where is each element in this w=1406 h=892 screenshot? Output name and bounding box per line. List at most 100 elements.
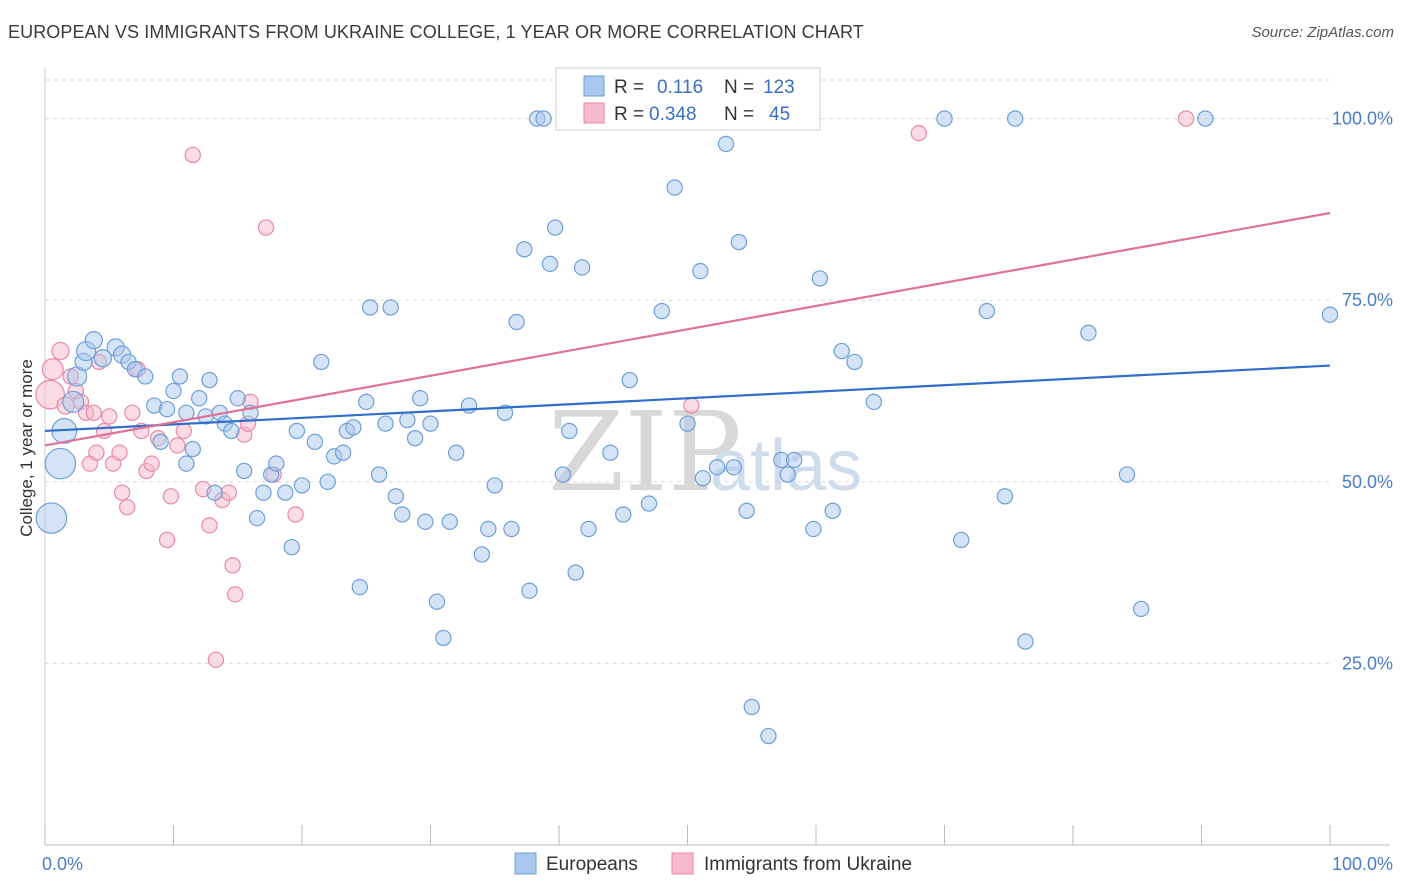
europeans-point-70 [508,313,525,331]
ukraine-point-2 [51,341,70,361]
europeans-point-79 [567,564,584,581]
ukraine-point-24 [158,531,176,549]
ukraine-point-17 [119,499,136,516]
europeans-point-44 [334,444,352,461]
europeans-point-16 [158,400,176,418]
legend-n-value-1: 123 [763,77,795,98]
ukraine-point-41 [287,506,304,523]
ukraine-point-28 [184,146,201,164]
europeans-point-29 [229,390,246,407]
europeans-point-89 [679,415,696,432]
bottom-swatch-ukraine [671,852,694,875]
legend-r-label-1: R = [614,77,644,98]
europeans-point-64 [460,397,478,414]
europeans-point-104 [824,502,841,520]
europeans-point-18 [171,368,189,385]
europeans-point-69 [503,520,520,538]
europeans-point-65 [473,546,491,563]
legend-n-value-2: 45 [769,104,790,125]
europeans-point-53 [387,488,405,505]
europeans-point-41 [313,353,330,371]
europeans-point-30 [235,462,253,480]
europeans-point-8 [93,349,112,368]
legend-n-label-1: N = [724,77,754,98]
europeans-point-77 [554,466,572,483]
europeans-point-87 [653,302,671,320]
europeans-point-118 [1321,306,1339,323]
europeans-point-7 [84,330,103,350]
europeans-point-85 [621,371,638,389]
europeans-point-1 [44,447,77,480]
ukraine-point-39 [257,219,275,236]
europeans-point-37 [283,538,300,556]
europeans-point-48 [358,393,375,411]
ukraine-point-34 [224,557,241,574]
europeans-point-67 [486,477,503,494]
ukraine-point-35 [226,586,244,603]
europeans-point-112 [1006,110,1024,127]
europeans-point-74 [535,110,552,127]
ukraine-point-31 [207,651,225,668]
legend-box: R = 0.116 N = 123 R = 0.348 N = 45 [555,67,821,131]
y-tick-label-3: 100.0% [1332,109,1393,129]
europeans-point-50 [370,466,388,483]
europeans-point-113 [1017,633,1034,650]
europeans-point-40 [306,433,324,451]
europeans-point-60 [428,593,446,610]
y-tick-label-2: 75.0% [1342,290,1393,310]
legend-swatch-ukraine [583,102,605,124]
europeans-point-47 [351,578,369,596]
europeans-point-21 [184,440,201,458]
europeans-point-80 [573,259,591,276]
europeans-points [35,110,1339,745]
bottom-legend: Europeans Immigrants from Ukraine [514,852,912,875]
ukraine-point-22 [143,455,160,472]
europeans-point-52 [382,299,399,316]
ukraine-point-1 [41,358,64,381]
europeans-point-92 [708,459,726,476]
europeans-point-66 [480,520,497,538]
europeans-point-72 [521,582,538,599]
europeans-point-24 [201,371,218,389]
europeans-point-81 [580,520,597,538]
europeans-point-39 [293,477,311,494]
europeans-point-96 [738,502,755,520]
europeans-point-103 [811,270,829,287]
europeans-point-33 [255,484,272,501]
europeans-point-78 [561,422,578,440]
europeans-point-61 [435,629,452,647]
trend-lines [44,211,1331,447]
ukraine-point-25 [162,488,180,505]
ukraine-point-16 [113,484,131,501]
legend-r-label-2: R = [614,104,644,125]
ukraine-point-30 [201,517,218,534]
europeans-point-116 [1132,600,1150,618]
europeans-point-114 [1080,324,1097,342]
europeans-point-20 [178,455,195,472]
europeans-point-83 [602,444,619,461]
bottom-legend-ukraine: Immigrants from Ukraine [704,854,912,875]
europeans-trend-line [44,364,1331,433]
europeans-point-51 [377,415,394,432]
europeans-point-97 [743,698,760,716]
europeans-point-35 [268,455,285,472]
ukraine-point-42 [683,397,700,414]
bottom-legend-europeans: Europeans [546,854,638,875]
europeans-point-68 [496,404,514,421]
bottom-swatch-europeans [514,852,537,875]
europeans-point-109 [953,531,970,549]
ukraine-point-27 [175,422,192,440]
legend-r-value-1: 0.116 [657,77,703,98]
europeans-point-63 [448,444,465,461]
ukraine-point-9 [85,404,103,421]
europeans-point-62 [441,513,458,530]
y-tick-labels: 25.0% 50.0% 75.0% 100.0% [1332,109,1393,674]
ukraine-point-18 [124,404,141,421]
europeans-point-55 [399,411,416,429]
legend-n-label-2: N = [724,104,754,125]
europeans-point-59 [422,415,439,432]
ukraine-trend-line [44,211,1331,447]
y-tick-label-0: 25.0% [1342,653,1393,673]
ukraine-point-44 [1177,110,1195,127]
